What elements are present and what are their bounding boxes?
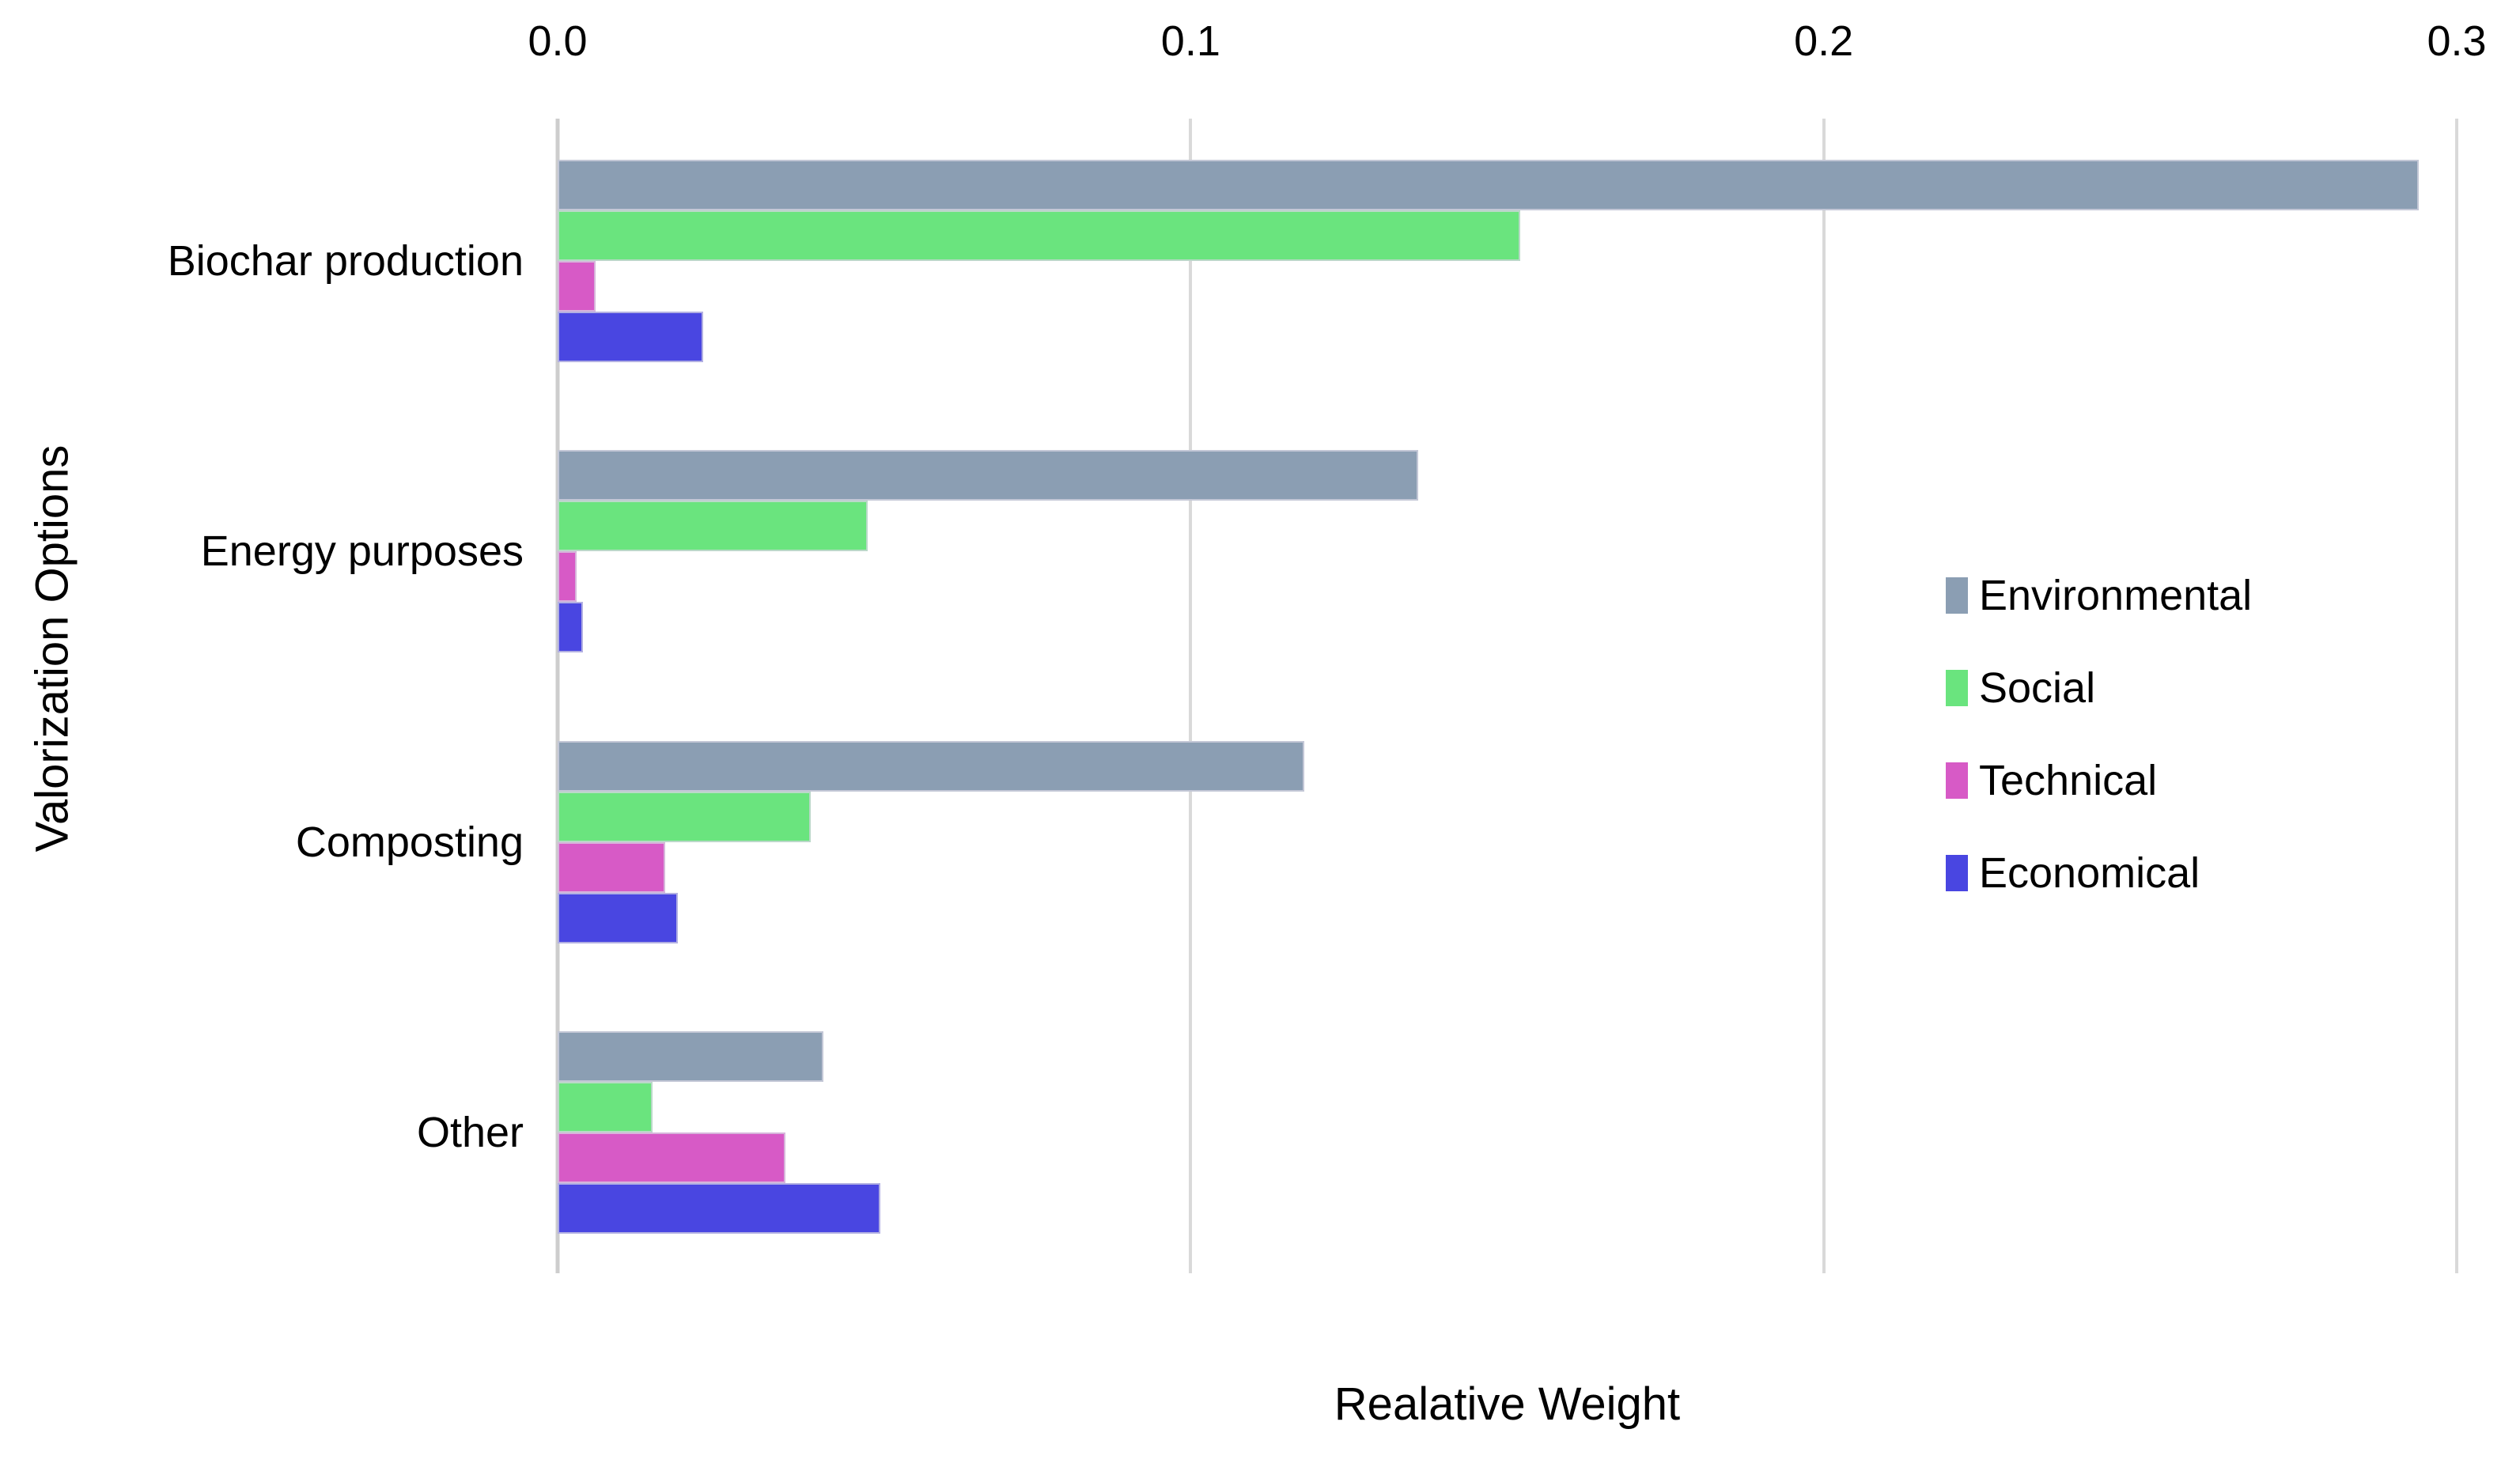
legend-item-technical: Technical (1946, 757, 2252, 804)
x-tick-label-0.1: 0.1 (1160, 17, 1220, 65)
category-labels: Biochar production Energy purposes Compost… (0, 0, 524, 1467)
bar-composting-social (558, 791, 812, 842)
gridline-0.1 (1189, 119, 1193, 1273)
y-axis-title: Valorization Options (26, 444, 78, 853)
y-axis-line (555, 119, 560, 1273)
legend-label-economical: Economical (1979, 849, 2200, 897)
legend-swatch-technical-icon (1946, 762, 1968, 799)
x-tick-label-0.0: 0.0 (528, 17, 588, 65)
bar-other-environmental (558, 1030, 824, 1082)
legend-item-economical: Economical (1946, 849, 2252, 897)
bar-composting-economical (558, 892, 679, 943)
gridline-0.3 (2455, 119, 2458, 1273)
bar-energy-purposes-technical (558, 551, 577, 603)
legend-label-technical: Technical (1979, 757, 2158, 804)
bar-biochar-production-social (558, 210, 1520, 261)
category-label-other: Other (416, 1108, 524, 1156)
bar-energy-purposes-environmental (558, 450, 1419, 501)
category-label-energy-purposes: Energy purposes (200, 527, 524, 576)
bar-biochar-production-environmental (558, 160, 2419, 210)
bar-energy-purposes-economical (558, 602, 583, 653)
x-tick-label-0.3: 0.3 (2427, 17, 2487, 65)
bar-biochar-production-technical (558, 261, 596, 312)
bar-biochar-production-economical (558, 312, 704, 362)
legend-label-social: Social (1979, 664, 2096, 712)
bar-other-economical (558, 1182, 881, 1234)
legend-swatch-environmental-icon (1946, 577, 1968, 614)
x-tick-label-0.2: 0.2 (1794, 17, 1854, 65)
legend-item-social: Social (1946, 664, 2252, 712)
bar-other-technical (558, 1132, 786, 1183)
legend-swatch-economical-icon (1946, 855, 1968, 891)
bar-composting-environmental (558, 740, 1305, 792)
legend: Environmental Social Technical Economical (1946, 572, 2252, 942)
bar-other-social (558, 1081, 653, 1132)
legend-item-environmental: Environmental (1946, 572, 2252, 619)
legend-swatch-social-icon (1946, 670, 1968, 706)
gridline-0.2 (1822, 119, 1826, 1273)
bar-energy-purposes-social (558, 501, 868, 552)
category-label-composting: Composting (295, 818, 524, 866)
category-label-biochar-production: Biochar production (167, 237, 524, 285)
bar-composting-technical (558, 841, 666, 893)
x-axis-title: Realative Weight (1334, 1378, 1681, 1430)
legend-label-environmental: Environmental (1979, 572, 2253, 619)
